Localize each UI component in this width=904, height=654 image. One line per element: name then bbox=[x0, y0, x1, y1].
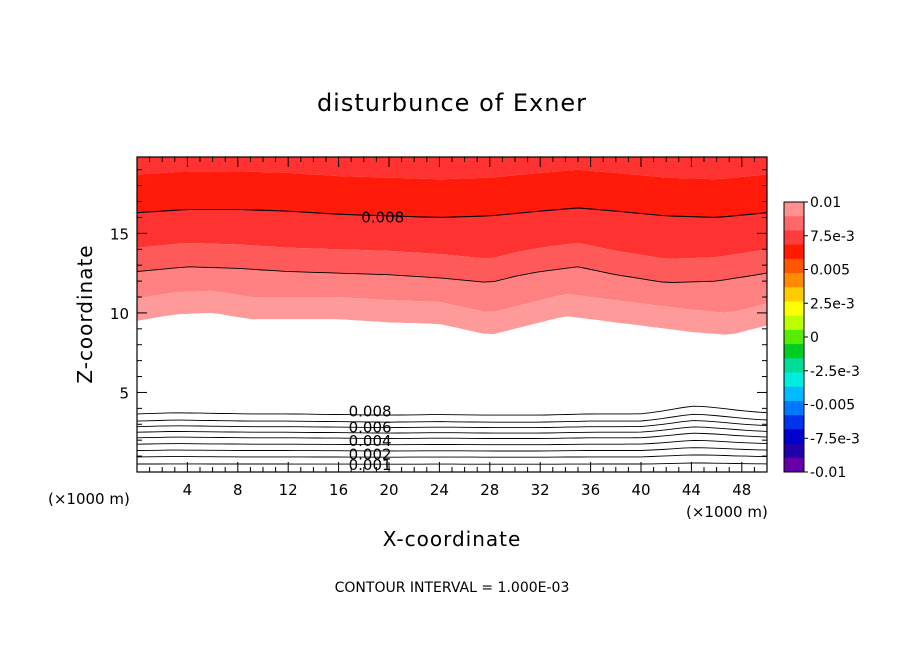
contour-line-lower-11 bbox=[137, 462, 768, 465]
x-tick-label-8: 8 bbox=[233, 481, 243, 499]
band-upper-1 bbox=[137, 169, 767, 218]
colorbar-label-7: -0.005 bbox=[810, 398, 855, 414]
contour-label-1: 0.008 bbox=[361, 209, 404, 227]
x-tick-label-28: 28 bbox=[480, 481, 499, 499]
colorbar-label-4: 2.5e-3 bbox=[810, 296, 855, 312]
colorbar-swatch-5 bbox=[784, 258, 804, 274]
x-tick-label-12: 12 bbox=[279, 481, 298, 499]
colorbar-label-1: 0.01 bbox=[810, 195, 841, 211]
colorbar-swatch-11 bbox=[784, 344, 804, 359]
colorbar-label-3: 0.005 bbox=[810, 263, 850, 279]
contour-line-lower-5 bbox=[136, 420, 768, 429]
contour-label-2: 0.008 bbox=[349, 403, 392, 421]
band-lower-2 bbox=[137, 399, 767, 410]
x-tick-label-44: 44 bbox=[682, 481, 701, 499]
y-tick-label-10: 10 bbox=[110, 305, 129, 323]
x-unit-right: (×1000 m) bbox=[686, 503, 768, 521]
contour-line-lower-3 bbox=[136, 405, 768, 416]
contour-line-lower-4 bbox=[136, 413, 768, 423]
white-gap bbox=[137, 313, 767, 398]
plot-area bbox=[136, 157, 768, 465]
x-tick-label-20: 20 bbox=[379, 481, 398, 499]
colorbar-swatch-3 bbox=[784, 230, 804, 246]
colorbar-swatch-13 bbox=[784, 372, 804, 388]
x-axis-label: X-coordinate bbox=[383, 527, 522, 551]
band-upper-5 bbox=[137, 290, 767, 335]
band-upper-4 bbox=[137, 266, 767, 313]
colorbar-swatch-12 bbox=[784, 358, 804, 373]
contour-interval-note: CONTOUR INTERVAL = 1.000E-03 bbox=[335, 580, 570, 596]
x-tick-label-4: 4 bbox=[183, 481, 193, 499]
contour-label-6: 0.001 bbox=[349, 456, 392, 474]
colorbar-swatch-17 bbox=[784, 429, 804, 444]
contour-line-lower-10 bbox=[136, 454, 768, 458]
band-upper-2 bbox=[137, 207, 767, 259]
y-tick-label-15: 15 bbox=[110, 225, 129, 243]
contour-label-4: 0.004 bbox=[349, 432, 392, 450]
contour-line-0.008 bbox=[136, 207, 768, 218]
colorbar-label-5: 0 bbox=[810, 330, 819, 346]
x-tick-label-48: 48 bbox=[732, 481, 751, 499]
colorbar-label-6: -2.5e-3 bbox=[810, 364, 860, 380]
contour-line-lower-9 bbox=[136, 447, 768, 452]
x-tick-label-32: 32 bbox=[531, 481, 550, 499]
contour-line-lower-8 bbox=[136, 439, 768, 446]
colorbar-label-8: -7.5e-3 bbox=[810, 431, 860, 447]
contour-line-lower-6 bbox=[136, 426, 768, 434]
colorbar-swatch-16 bbox=[784, 415, 804, 430]
colorbar-swatch-10 bbox=[784, 329, 804, 345]
colorbar-swatch-18 bbox=[784, 443, 804, 459]
colorbar-label-9: -0.01 bbox=[810, 465, 846, 481]
colorbar-swatch-8 bbox=[784, 301, 804, 317]
y-axis-label: Z-coordinate bbox=[73, 244, 97, 383]
x-tick-label-24: 24 bbox=[430, 481, 449, 499]
band-upper-3 bbox=[137, 242, 767, 283]
colorbar-swatch-15 bbox=[784, 400, 804, 416]
colorbar-label-2: 7.5e-3 bbox=[810, 229, 855, 245]
x-tick-label-36: 36 bbox=[581, 481, 600, 499]
colorbar-swatch-6 bbox=[784, 273, 804, 288]
chart-title: disturbunce of Exner bbox=[317, 89, 587, 117]
contour-line-upper-2 bbox=[136, 266, 768, 283]
colorbar-swatch-14 bbox=[784, 386, 804, 402]
colorbar-swatch-4 bbox=[784, 244, 804, 260]
band-upper-top bbox=[137, 157, 767, 180]
colorbar-swatch-1 bbox=[784, 202, 804, 217]
contour-label-3: 0.006 bbox=[349, 419, 392, 437]
x-unit-left: (×1000 m) bbox=[48, 490, 130, 508]
x-tick-label-16: 16 bbox=[329, 481, 348, 499]
colorbar-swatch-9 bbox=[784, 315, 804, 331]
y-tick-label-5: 5 bbox=[119, 385, 129, 403]
contour-line-lower-7 bbox=[136, 432, 768, 439]
colorbar: 0.01 7.5e-3 0.005 2.5e-3 0 -2.5e-3 -0.005 -7.5e… bbox=[783, 195, 860, 481]
colorbar-swatch-19 bbox=[784, 457, 804, 473]
colorbar-swatch-7 bbox=[784, 287, 804, 302]
colorbar-swatch-2 bbox=[784, 216, 804, 231]
contour-label-5: 0.002 bbox=[349, 446, 392, 464]
x-tick-label-40: 40 bbox=[631, 481, 650, 499]
